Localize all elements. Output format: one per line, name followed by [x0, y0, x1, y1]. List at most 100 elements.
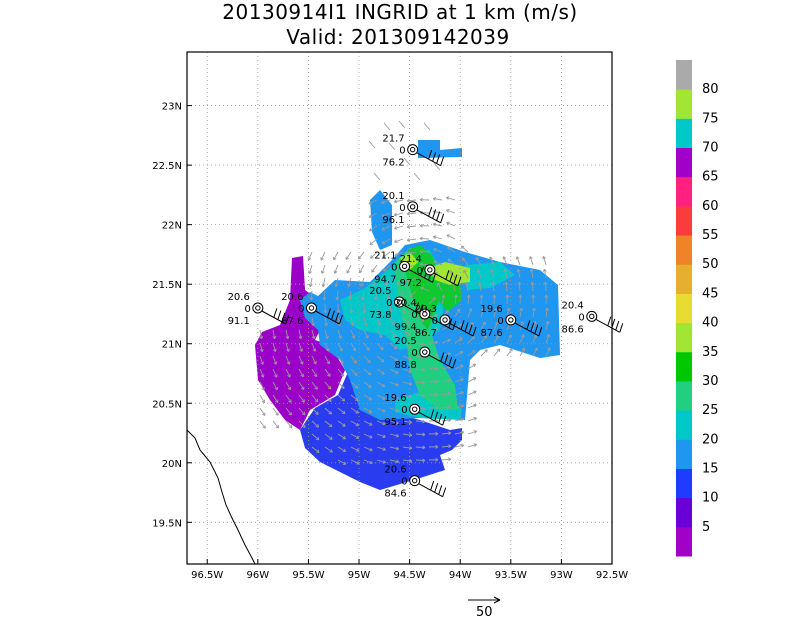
wind-barb-flag	[607, 316, 612, 326]
station-mid-value: 0	[401, 405, 407, 416]
wind-barb-flag	[273, 308, 278, 318]
wind-arrow	[505, 282, 508, 292]
wind-arrow-head	[493, 307, 498, 312]
wind-arrow-head	[361, 296, 365, 301]
station-mid-value: 0	[399, 203, 405, 214]
wind-arrow	[370, 251, 378, 259]
wind-arrow	[467, 404, 477, 409]
lon-tick-label: 93W	[550, 570, 573, 581]
wind-barb	[418, 483, 443, 498]
wind-arrow-head	[447, 338, 451, 343]
wind-arrow	[479, 282, 482, 292]
wind-arrow	[394, 199, 404, 203]
wind-arrow	[493, 321, 499, 331]
wind-arrow	[402, 355, 412, 360]
wind-arrow	[383, 264, 391, 272]
wind-arrow	[428, 314, 438, 318]
station-dot	[422, 311, 428, 317]
wind-arrow-head	[534, 347, 538, 352]
wind-arrow	[543, 256, 547, 266]
wind-arrow	[446, 222, 456, 227]
wind-arrow	[272, 342, 276, 352]
wind-barb-flag	[285, 314, 290, 325]
wind-arrow	[475, 257, 482, 266]
wind-arrow-head	[395, 420, 399, 425]
wind-arrow-head	[302, 424, 306, 428]
wind-arrow-head	[420, 318, 425, 322]
station-ring	[586, 310, 598, 322]
wind-arrow-head	[461, 257, 466, 262]
lon-tick-label: 96.5W	[191, 570, 223, 581]
wind-arrow	[272, 355, 277, 365]
wind-arrow	[381, 225, 391, 231]
station-dot	[409, 204, 416, 210]
wind-arrow	[373, 172, 381, 181]
wind-arrow	[519, 348, 525, 357]
wind-arrow	[441, 419, 451, 422]
wind-arrow-head	[309, 297, 314, 301]
station-dot	[255, 305, 261, 311]
wind-arrow-head	[472, 377, 477, 381]
wind-arrow-head	[275, 412, 279, 416]
wind-arrow	[454, 391, 464, 396]
wind-arrow-head	[338, 335, 342, 339]
wind-arrow	[363, 368, 372, 376]
wind-arrow-head	[521, 347, 526, 352]
wind-arrow	[480, 321, 486, 331]
wind-arrow	[394, 212, 404, 216]
wind-arrow-head	[422, 458, 426, 463]
colorbar-segment	[676, 322, 692, 353]
colorbar: 5 10 15 20 25 30 35 40 45 50 55 60 65 70 75 80	[676, 60, 719, 557]
wind-arrow	[337, 316, 341, 326]
wind-arrow-head	[355, 410, 359, 414]
station-mid-value: 0	[578, 312, 584, 323]
wind-arrow	[337, 420, 346, 427]
wind-arrow-head	[363, 322, 368, 326]
colorbar-label: 60	[702, 199, 719, 214]
wind-arrow	[368, 199, 378, 205]
wind-arrow-head	[422, 445, 426, 450]
wind-arrow-head	[321, 283, 326, 288]
wind-arrow	[311, 407, 319, 415]
colorbar-label: 50	[702, 257, 719, 272]
wind-arrow-head	[509, 348, 513, 352]
wind-arrow	[285, 355, 290, 365]
wind-arrow	[371, 264, 378, 273]
wind-region-30b	[438, 280, 462, 312]
wind-arrow-head	[460, 430, 465, 435]
wind-barb-flag	[442, 416, 447, 426]
wind-arrow-head	[472, 363, 477, 368]
station-lower-value: 99.4	[395, 322, 417, 333]
wind-arrow-head	[368, 201, 372, 205]
wind-barb-flag	[428, 207, 433, 217]
wind-arrow-head	[394, 266, 399, 271]
wind-arrow	[376, 446, 386, 451]
wind-arrow	[545, 347, 551, 357]
wind-arrow	[441, 458, 451, 461]
wind-arrow	[529, 256, 534, 266]
wind-barb	[416, 152, 441, 167]
wind-arrow-head	[288, 412, 292, 416]
wind-arrow	[506, 348, 513, 357]
wind-arrow	[376, 368, 385, 375]
observation-stations: 21.7076.220.1096.121.1094.721.4097.220.5…	[228, 134, 624, 500]
wind-arrow	[467, 417, 477, 422]
station-lower-value: 97.2	[400, 278, 422, 289]
wind-arrow	[337, 446, 346, 452]
wind-arrow-head	[259, 335, 264, 340]
wind-arrow	[516, 256, 521, 266]
wind-arrow-head	[333, 256, 337, 261]
lat-tick-label: 21.5N	[152, 280, 182, 291]
wind-arrow	[415, 316, 425, 322]
wind-arrow-head	[395, 446, 400, 451]
wind-arrow	[415, 381, 425, 384]
wind-arrow	[350, 459, 360, 465]
wind-barb-flag	[472, 326, 477, 337]
wind-arrow	[298, 407, 306, 416]
wind-arrow	[467, 336, 475, 344]
wind-arrow-head	[408, 394, 413, 399]
wind-arrow	[465, 282, 469, 292]
wind-arrow-head	[395, 433, 400, 438]
